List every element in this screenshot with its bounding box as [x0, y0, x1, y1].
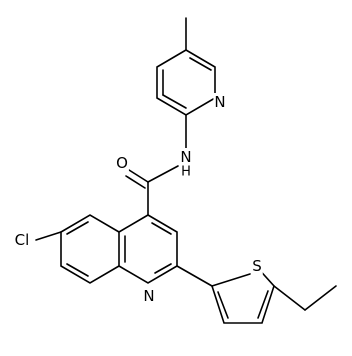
label-background — [142, 287, 156, 305]
bonds — [35, 17, 337, 324]
atom-label: N — [180, 148, 191, 166]
label-background — [13, 231, 31, 249]
atom-label: H — [181, 165, 191, 180]
atom-label: N — [143, 287, 154, 305]
atom-label: S — [252, 257, 262, 275]
atom-labels: N N H O Cl N S — [13, 93, 263, 305]
label-background — [213, 93, 227, 111]
label-background — [251, 257, 263, 275]
label-background — [180, 164, 192, 180]
label-background — [115, 154, 129, 172]
atom-label: N — [214, 93, 225, 111]
atom-label: O — [116, 154, 128, 172]
atom-label: Cl — [15, 231, 30, 249]
label-background — [179, 148, 193, 166]
